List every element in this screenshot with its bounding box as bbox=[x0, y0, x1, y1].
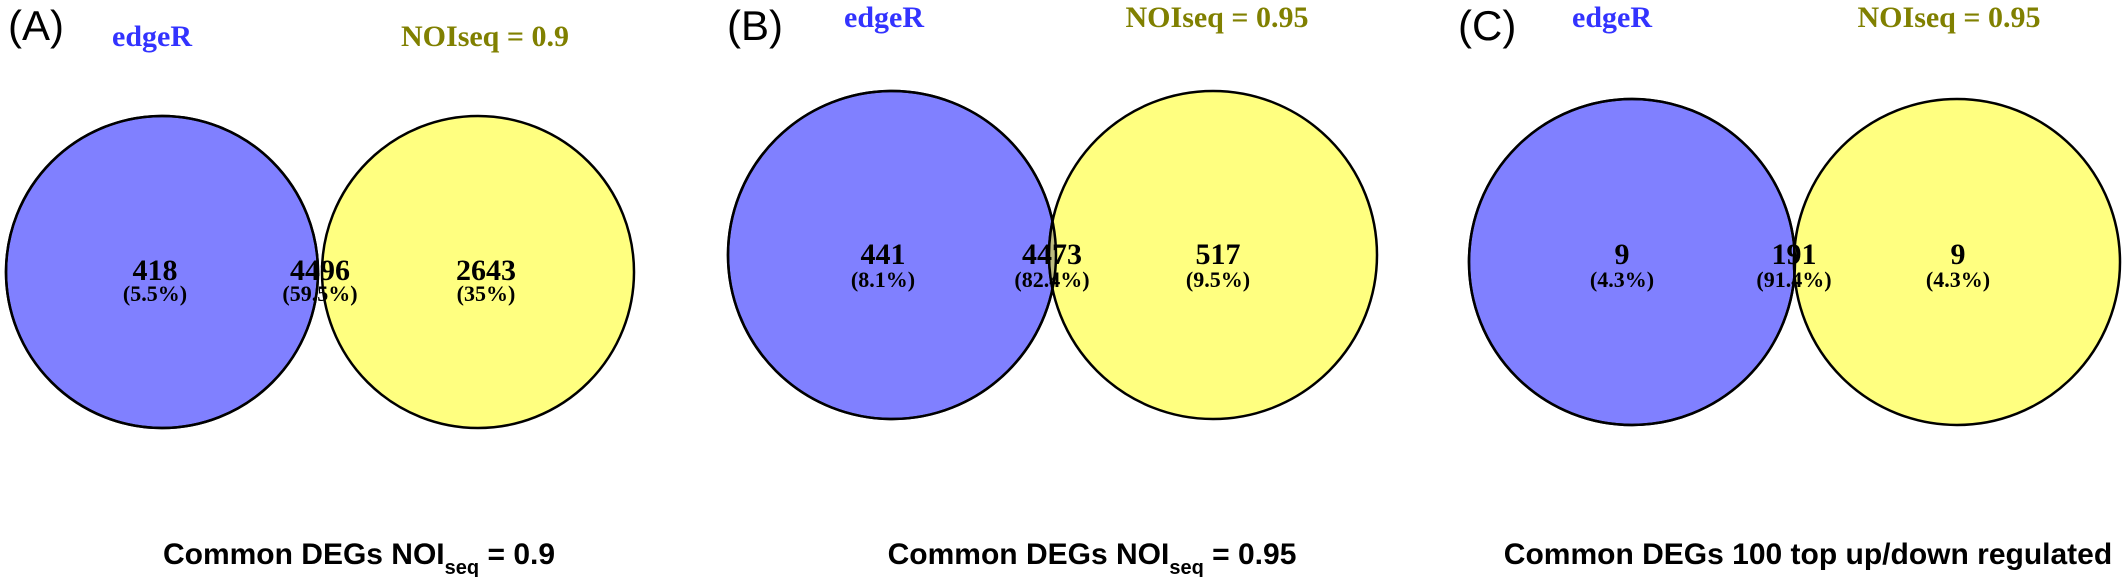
only-b-count: 9 bbox=[1951, 238, 1966, 271]
panel-c: (C) edgeR NOIseq = 0.95 9 (4.3%) 191 (91… bbox=[1458, 1, 2122, 571]
panel-letter: (A) bbox=[8, 2, 64, 49]
panel-b: (B) edgeR NOIseq = 0.95 441 (8.1%) 4473 … bbox=[726, 1, 1379, 577]
set-a-outline bbox=[726, 89, 1058, 421]
only-b-percent: (4.3%) bbox=[1926, 267, 1990, 292]
set-a-label: edgeR bbox=[844, 1, 924, 34]
overlap-percent: (59.5%) bbox=[282, 281, 357, 306]
panel-caption: Common DEGs NOIseq = 0.9 bbox=[163, 538, 555, 577]
overlap-count: 191 bbox=[1772, 238, 1817, 271]
panel-letter: (B) bbox=[727, 2, 783, 49]
panel-caption: Common DEGs 100 top up/down regulated bbox=[1504, 538, 2112, 571]
only-b-percent: (9.5%) bbox=[1186, 267, 1250, 292]
only-a-count: 9 bbox=[1615, 238, 1630, 271]
set-b-label: NOIseq = 0.95 bbox=[1126, 1, 1309, 34]
set-a-label: edgeR bbox=[1572, 1, 1652, 34]
only-a-percent: (8.1%) bbox=[851, 267, 915, 292]
set-b-label: NOIseq = 0.95 bbox=[1858, 1, 2041, 34]
only-a-count: 441 bbox=[861, 238, 906, 271]
set-a-outline bbox=[1467, 97, 1797, 427]
overlap-count: 4496 bbox=[290, 254, 350, 287]
only-a-percent: (4.3%) bbox=[1590, 267, 1654, 292]
only-a-count: 418 bbox=[133, 254, 178, 287]
only-b-percent: (35%) bbox=[457, 281, 516, 306]
set-a-label: edgeR bbox=[112, 20, 192, 53]
overlap-percent: (91.4%) bbox=[1756, 267, 1831, 292]
overlap-region bbox=[1047, 91, 1056, 419]
set-b-label: NOIseq = 0.9 bbox=[401, 20, 569, 53]
panel-letter: (C) bbox=[1458, 2, 1516, 49]
set-b-circle bbox=[320, 114, 636, 430]
panel-caption: Common DEGs NOIseq = 0.95 bbox=[888, 538, 1297, 577]
overlap-percent: (82.4%) bbox=[1014, 267, 1089, 292]
set-a-outline bbox=[4, 114, 320, 430]
set-a-circle bbox=[1467, 97, 1797, 427]
overlap-count: 4473 bbox=[1022, 238, 1082, 271]
only-b-count: 517 bbox=[1196, 238, 1241, 271]
only-a-percent: (5.5%) bbox=[123, 281, 187, 306]
panel-a: (A) edgeR NOIseq = 0.9 418 (5.5%) 4496 (… bbox=[4, 2, 636, 577]
only-b-count: 2643 bbox=[456, 254, 516, 287]
